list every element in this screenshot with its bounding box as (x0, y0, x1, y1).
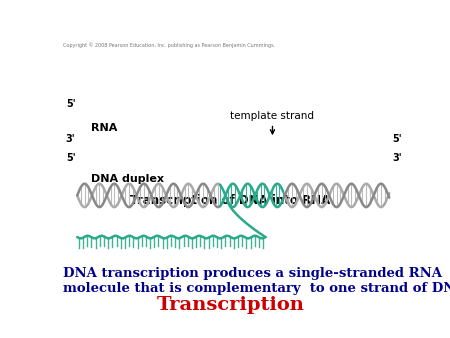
Text: 5': 5' (66, 153, 76, 163)
Text: Transcription: Transcription (157, 296, 305, 314)
Text: 3': 3' (66, 134, 76, 144)
Text: 5': 5' (66, 99, 76, 109)
Text: template strand: template strand (230, 111, 315, 134)
Text: Copyright © 2008 Pearson Education, Inc. publishing as Pearson Benjamin Cummings: Copyright © 2008 Pearson Education, Inc.… (63, 43, 275, 48)
Text: 3': 3' (392, 153, 402, 163)
Text: RNA: RNA (91, 123, 117, 132)
Text: DNA transcription produces a single-stranded RNA
molecule that is complementary : DNA transcription produces a single-stra… (63, 267, 450, 295)
Text: Transcription of DNA into RNA: Transcription of DNA into RNA (130, 194, 331, 207)
Text: DNA duplex: DNA duplex (91, 174, 164, 184)
Text: 5': 5' (392, 134, 402, 144)
